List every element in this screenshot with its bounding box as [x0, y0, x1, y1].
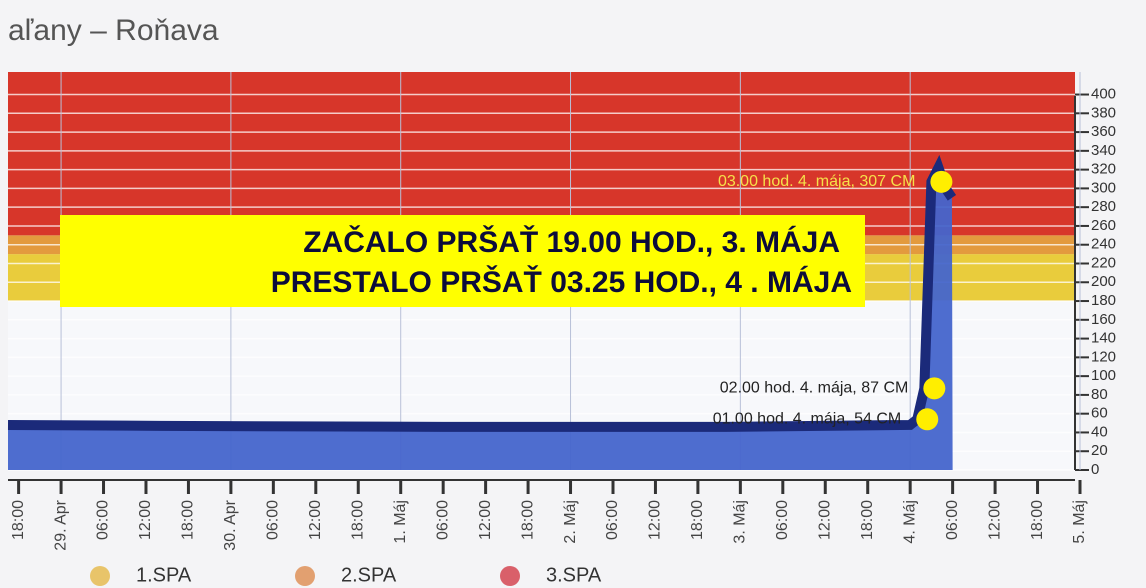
x-tick-label: 06:00	[265, 500, 282, 540]
y-tick-label: 40	[1091, 423, 1108, 440]
annotation-point	[916, 408, 939, 431]
x-tick-label: 1. Máj	[392, 500, 409, 544]
x-tick-label: 12:00	[307, 500, 324, 540]
y-tick-label: 240	[1091, 236, 1116, 253]
y-tick-label: 340	[1091, 142, 1116, 159]
y-tick-label: 80	[1091, 386, 1108, 403]
annotation-point	[930, 170, 953, 193]
legend-marker	[90, 566, 110, 586]
x-tick-label: 4. Máj	[901, 500, 918, 544]
note: PRESTALO PRŠAŤ 03.25 HOD., 4 . MÁJA	[271, 265, 852, 299]
x-tick-label: 12:00	[137, 500, 154, 540]
y-tick-label: 100	[1091, 367, 1116, 384]
y-tick-label: 20	[1091, 442, 1108, 459]
y-tick-label: 200	[1091, 273, 1116, 290]
y-tick-label: 280	[1091, 198, 1116, 215]
x-tick-label: 18:00	[349, 500, 366, 540]
x-tick-label: 18:00	[519, 500, 536, 540]
x-tick-label: 18:00	[859, 500, 876, 540]
x-tick-label: 06:00	[774, 500, 791, 540]
y-tick-label: 300	[1091, 179, 1116, 196]
x-tick-label: 2. Máj	[562, 500, 579, 544]
x-tick-label: 12:00	[477, 500, 494, 540]
x-tick-label: 12:00	[816, 500, 833, 540]
y-tick-label: 400	[1091, 85, 1116, 102]
x-tick-label: 12:00	[986, 500, 1003, 540]
legend-label: 1.SPA	[136, 564, 192, 586]
annotation-point	[923, 377, 946, 400]
legend-marker	[295, 566, 315, 586]
x-tick-label: 18:00	[689, 500, 706, 540]
legend-label: 2.SPA	[341, 564, 397, 586]
x-tick-label: 06:00	[434, 500, 451, 540]
y-tick-label: 180	[1091, 292, 1116, 309]
annotation-label: 03.00 hod. 4. mája, 307 CM	[718, 173, 915, 190]
x-tick-label: 06:00	[604, 500, 621, 540]
y-tick-label: 0	[1091, 461, 1099, 478]
x-tick-label: 06:00	[95, 500, 112, 540]
y-tick-label: 320	[1091, 161, 1116, 178]
x-tick-label: 18:00	[1029, 500, 1046, 540]
y-tick-label: 160	[1091, 311, 1116, 328]
area	[8, 167, 953, 470]
x-tick-label: 30. Apr	[222, 499, 239, 550]
note: ZAČALO PRŠAŤ 19.00 HOD., 3. MÁJA	[303, 225, 840, 259]
legend-marker	[500, 566, 520, 586]
y-tick-label: 380	[1091, 104, 1116, 121]
x-tick-label: 5. Máj	[1071, 500, 1088, 544]
x-tick-label: 06:00	[944, 500, 961, 540]
y-tick-label: 220	[1091, 254, 1116, 271]
x-tick-label: 18:00	[10, 500, 27, 540]
annotation-label: 02.00 hod. 4. mája, 87 CM	[720, 380, 909, 397]
x-tick-label: 18:00	[180, 500, 197, 540]
y-tick-label: 120	[1091, 348, 1116, 365]
y-tick-label: 260	[1091, 217, 1116, 234]
y-tick-label: 140	[1091, 330, 1116, 347]
chart-title: aľany – Roňava	[8, 14, 219, 47]
legend-label: 3.SPA	[546, 564, 602, 586]
overlay: ZAČALO PRŠAŤ 19.00 HOD., 3. MÁJA PRESTAL…	[60, 170, 953, 431]
y-tick-label: 60	[1091, 405, 1108, 422]
y-tick-label: 360	[1091, 123, 1116, 140]
annotation-label: 01.00 hod. 4. mája, 54 CM	[713, 411, 902, 428]
band	[8, 72, 1075, 236]
x-tick-label: 12:00	[647, 500, 664, 540]
x-tick-label: 3. Máj	[732, 500, 749, 544]
x-tick-label: 29. Apr	[52, 499, 69, 550]
note-box	[60, 215, 865, 307]
